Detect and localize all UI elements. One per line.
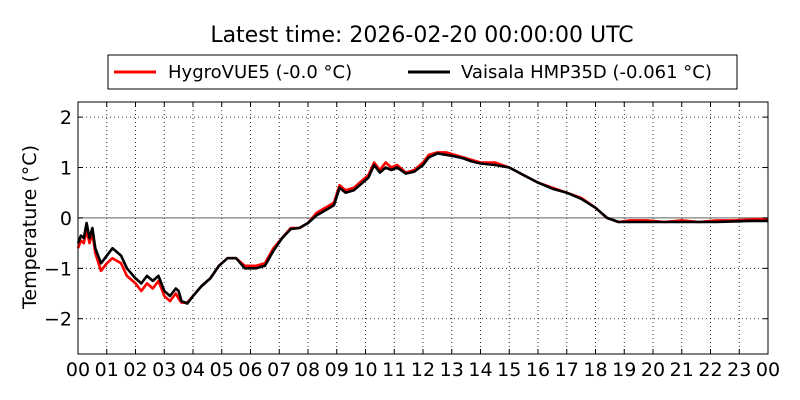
x-tick-label: 10 xyxy=(353,359,377,381)
x-tick-label: 05 xyxy=(210,359,234,381)
x-tick-label: 19 xyxy=(612,359,636,381)
x-tick-label: 14 xyxy=(468,359,492,381)
x-tick-label: 21 xyxy=(670,359,694,381)
x-tick-label: 13 xyxy=(440,359,464,381)
chart-title: Latest time: 2026-02-20 00:00:00 UTC xyxy=(210,23,633,48)
x-tick-label: 03 xyxy=(152,359,176,381)
x-tick-label: 01 xyxy=(95,359,119,381)
x-tick-label: 23 xyxy=(727,359,751,381)
x-tick-label: 07 xyxy=(267,359,291,381)
axes: 00 01 02 03 04 05 06 07 08 09 10 11 12 13 14 15 16 17 18 19… xyxy=(44,101,780,381)
x-tick-label: 12 xyxy=(411,359,435,381)
x-tick-label: 06 xyxy=(238,359,262,381)
y-tick-label: −2 xyxy=(44,309,72,331)
x-tick-label: 11 xyxy=(382,359,406,381)
x-tick-label: 15 xyxy=(497,359,521,381)
grid xyxy=(78,102,768,354)
x-tick-label: 22 xyxy=(698,359,722,381)
y-tick-label: 1 xyxy=(60,158,72,180)
legend: HygroVUE5 (-0.0 °C) Vaisala HMP35D (-0.0… xyxy=(107,54,738,90)
x-tick-label: 00 xyxy=(66,359,90,381)
legend-label-hygrovue5: HygroVUE5 (-0.0 °C) xyxy=(168,62,352,83)
y-tick-label: 2 xyxy=(60,107,72,129)
x-tick-label: 17 xyxy=(555,359,579,381)
x-tick-label: 00 xyxy=(756,359,780,381)
x-tick-label: 18 xyxy=(583,359,607,381)
plot-frame xyxy=(77,101,769,355)
x-tick-label: 09 xyxy=(325,359,349,381)
series-line-vaisala xyxy=(76,152,768,305)
x-tick-label: 20 xyxy=(641,359,665,381)
series xyxy=(76,151,769,305)
y-tick-label: −1 xyxy=(44,258,72,280)
x-tick-label: 02 xyxy=(123,359,147,381)
x-tick-label: 08 xyxy=(296,359,320,381)
y-tick-label: 0 xyxy=(60,208,72,230)
x-tick-label: 16 xyxy=(526,359,550,381)
x-tick-label: 04 xyxy=(181,359,205,381)
legend-label-vaisala: Vaisala HMP35D (-0.061 °C) xyxy=(461,62,712,83)
y-axis-label: Temperature (°C) xyxy=(19,145,41,310)
